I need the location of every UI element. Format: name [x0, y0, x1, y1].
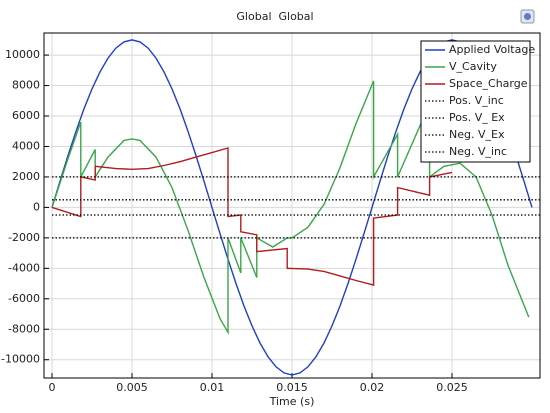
- series-line: [51, 39, 533, 376]
- y-tick-label: 8000: [12, 79, 40, 92]
- y-tick-label: -2000: [8, 231, 40, 244]
- y-tick-label: 4000: [12, 139, 40, 152]
- toolbar-icon[interactable]: [520, 9, 535, 24]
- x-tick-label: 0.025: [436, 381, 468, 394]
- legend-label: Pos. V_inc: [449, 94, 504, 107]
- y-tick-label: -8000: [8, 322, 40, 335]
- plot-frame: [43, 32, 541, 379]
- y-tick-label: 6000: [12, 109, 40, 122]
- y-tick-label: 2000: [12, 170, 40, 183]
- x-tick-label: 0.01: [200, 381, 225, 394]
- series-line: [51, 147, 453, 287]
- x-tick-label: 0.005: [116, 381, 148, 394]
- x-tick-label: 0.02: [360, 381, 385, 394]
- y-tick-label: -10000: [1, 353, 40, 366]
- y-tick-label: -6000: [8, 292, 40, 305]
- legend-label: Applied Voltage: [449, 43, 535, 56]
- icon-dot[interactable]: [524, 13, 531, 20]
- y-tick-label: -4000: [8, 261, 40, 274]
- legend-label: Neg. V_inc: [449, 145, 507, 158]
- legend-label: Pos. V_ Ex: [449, 111, 505, 124]
- x-tick-label: 0: [49, 381, 56, 394]
- legend-label: Space_Charge: [449, 77, 528, 90]
- chart-title: Global Global: [236, 10, 313, 23]
- legend-label: V_Cavity: [449, 60, 497, 73]
- x-axis-label: Time (s): [269, 395, 315, 408]
- y-tick-label: 10000: [5, 48, 40, 61]
- y-tick-label: 0: [33, 200, 40, 213]
- x-tick-label: 0.015: [276, 381, 308, 394]
- legend-label: Neg. V_Ex: [449, 128, 505, 141]
